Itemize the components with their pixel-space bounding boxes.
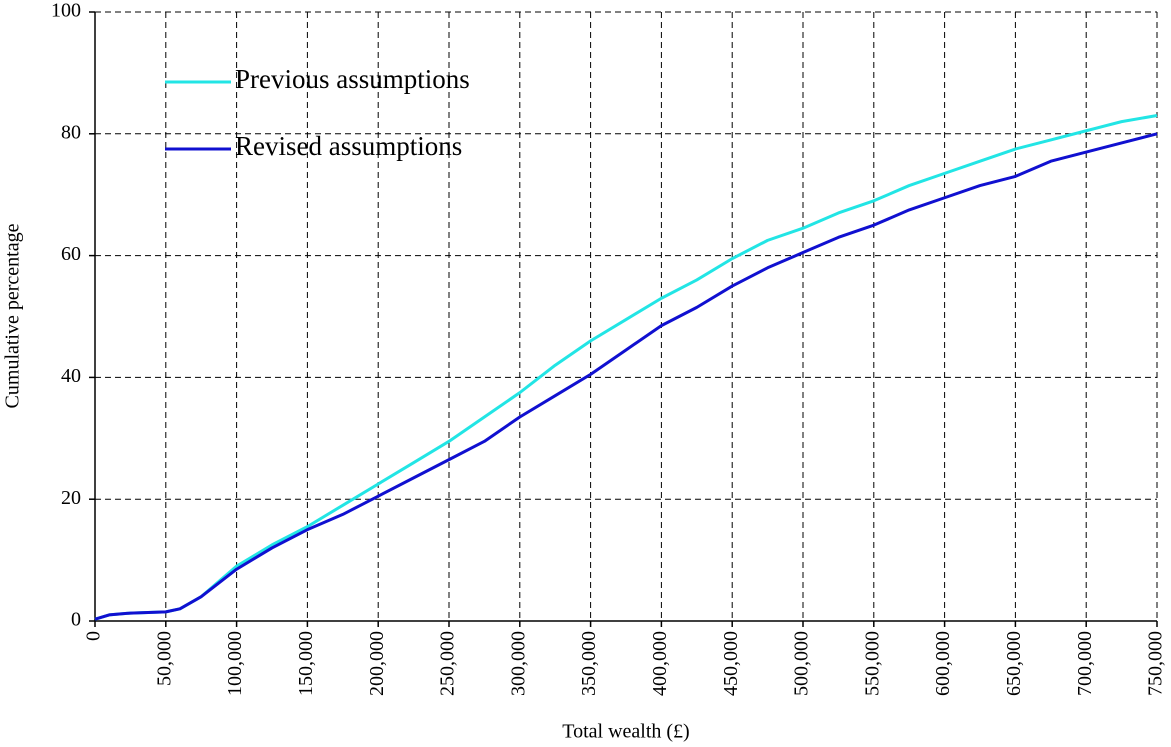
x-tick-label: 650,000 [1003,631,1025,696]
y-tick-label: 80 [61,121,81,143]
y-axis-label: Cumulative percentage [2,223,24,408]
x-tick-label: 50,000 [153,631,175,686]
y-tick-label: 20 [61,487,81,509]
x-tick-label: 300,000 [507,631,529,696]
x-tick-label: 750,000 [1145,631,1167,696]
y-tick-label: 40 [61,365,81,387]
x-tick-label: 200,000 [366,631,388,696]
x-tick-label: 700,000 [1074,631,1096,696]
legend-label: Previous assumptions [235,64,470,94]
x-tick-label: 450,000 [720,631,742,696]
series-line [94,114,1158,621]
y-tick-label: 60 [61,243,81,265]
x-tick-label: 600,000 [932,631,954,696]
x-tick-label: 400,000 [649,631,671,696]
x-axis-label: Total wealth (£) [562,721,689,743]
x-tick-label: 150,000 [295,631,317,696]
series-line [94,132,1158,621]
x-tick-label: 0 [83,631,105,641]
legend-label: Revised assumptions [235,131,462,161]
y-tick-label: 100 [51,0,81,22]
x-tick-label: 100,000 [224,631,246,696]
x-tick-label: 500,000 [791,631,813,696]
x-tick-label: 550,000 [861,631,883,696]
x-tick-label: 250,000 [437,631,459,696]
y-tick-label: 0 [71,609,81,631]
x-tick-label: 350,000 [578,631,600,696]
